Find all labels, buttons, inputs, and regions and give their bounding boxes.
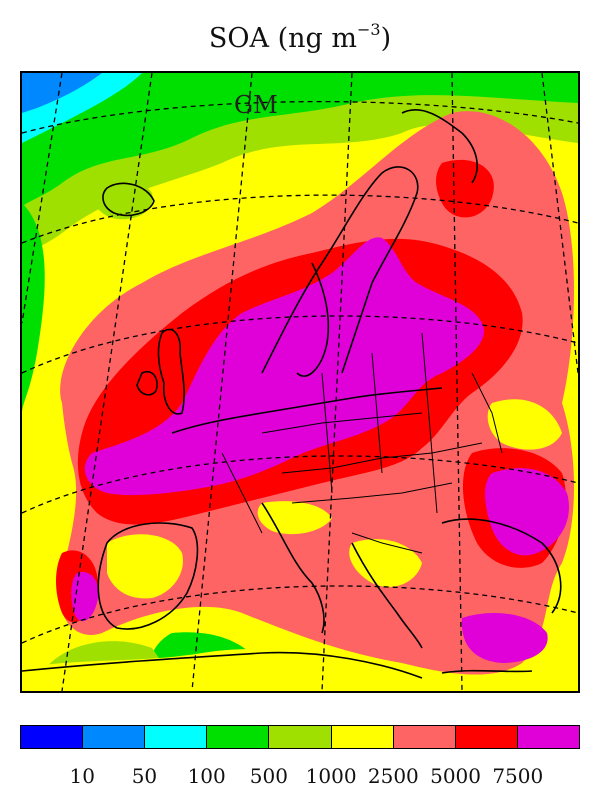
map-title: SOA (ng m−3) bbox=[208, 20, 392, 54]
colorbar-tick-label: 10 bbox=[69, 764, 95, 788]
field-level-2500-east bbox=[487, 399, 562, 450]
lat-lon-graticule bbox=[22, 73, 578, 691]
field-level-2500-balkans bbox=[349, 539, 422, 587]
colorbar-tick-label: 50 bbox=[131, 764, 158, 788]
field-level-7500-ne bbox=[436, 159, 494, 218]
colorbar-tick-label: 1000 bbox=[305, 764, 357, 788]
field-level-2500-nafrica bbox=[22, 649, 402, 691]
colorbar-cell bbox=[455, 726, 518, 748]
colorbar-cell bbox=[83, 726, 146, 748]
soa-concentration-map bbox=[22, 73, 578, 691]
colorbar-tick-label: 7500 bbox=[492, 764, 544, 788]
map-panel: GM bbox=[20, 71, 580, 693]
field-level-max-south bbox=[461, 613, 548, 663]
field-level-max bbox=[84, 237, 484, 496]
colorbar-cell bbox=[331, 726, 394, 748]
colorbar-tick-label: 2500 bbox=[367, 764, 419, 788]
colorbar-cell bbox=[145, 726, 208, 748]
colorbar-tick-label: 500 bbox=[249, 764, 288, 788]
field-level-2500-iberia bbox=[107, 534, 183, 599]
country-borders bbox=[221, 332, 503, 554]
field-level-500-west bbox=[22, 203, 45, 413]
coastlines bbox=[22, 108, 562, 679]
field-level-500-north bbox=[22, 73, 578, 208]
colorbar-cell bbox=[21, 726, 84, 748]
colorbar-cell bbox=[517, 726, 579, 748]
run-label: GM bbox=[234, 91, 278, 119]
field-level-50-nw bbox=[22, 73, 102, 113]
colorbar-cell bbox=[269, 726, 332, 748]
colorbar-cell bbox=[393, 726, 456, 748]
field-level-max-east bbox=[485, 468, 569, 556]
colorbar-tick-label: 5000 bbox=[430, 764, 481, 788]
colorbar-cell bbox=[207, 726, 270, 748]
colorbar-tick-label: 100 bbox=[187, 764, 226, 788]
colorbar bbox=[20, 725, 580, 749]
